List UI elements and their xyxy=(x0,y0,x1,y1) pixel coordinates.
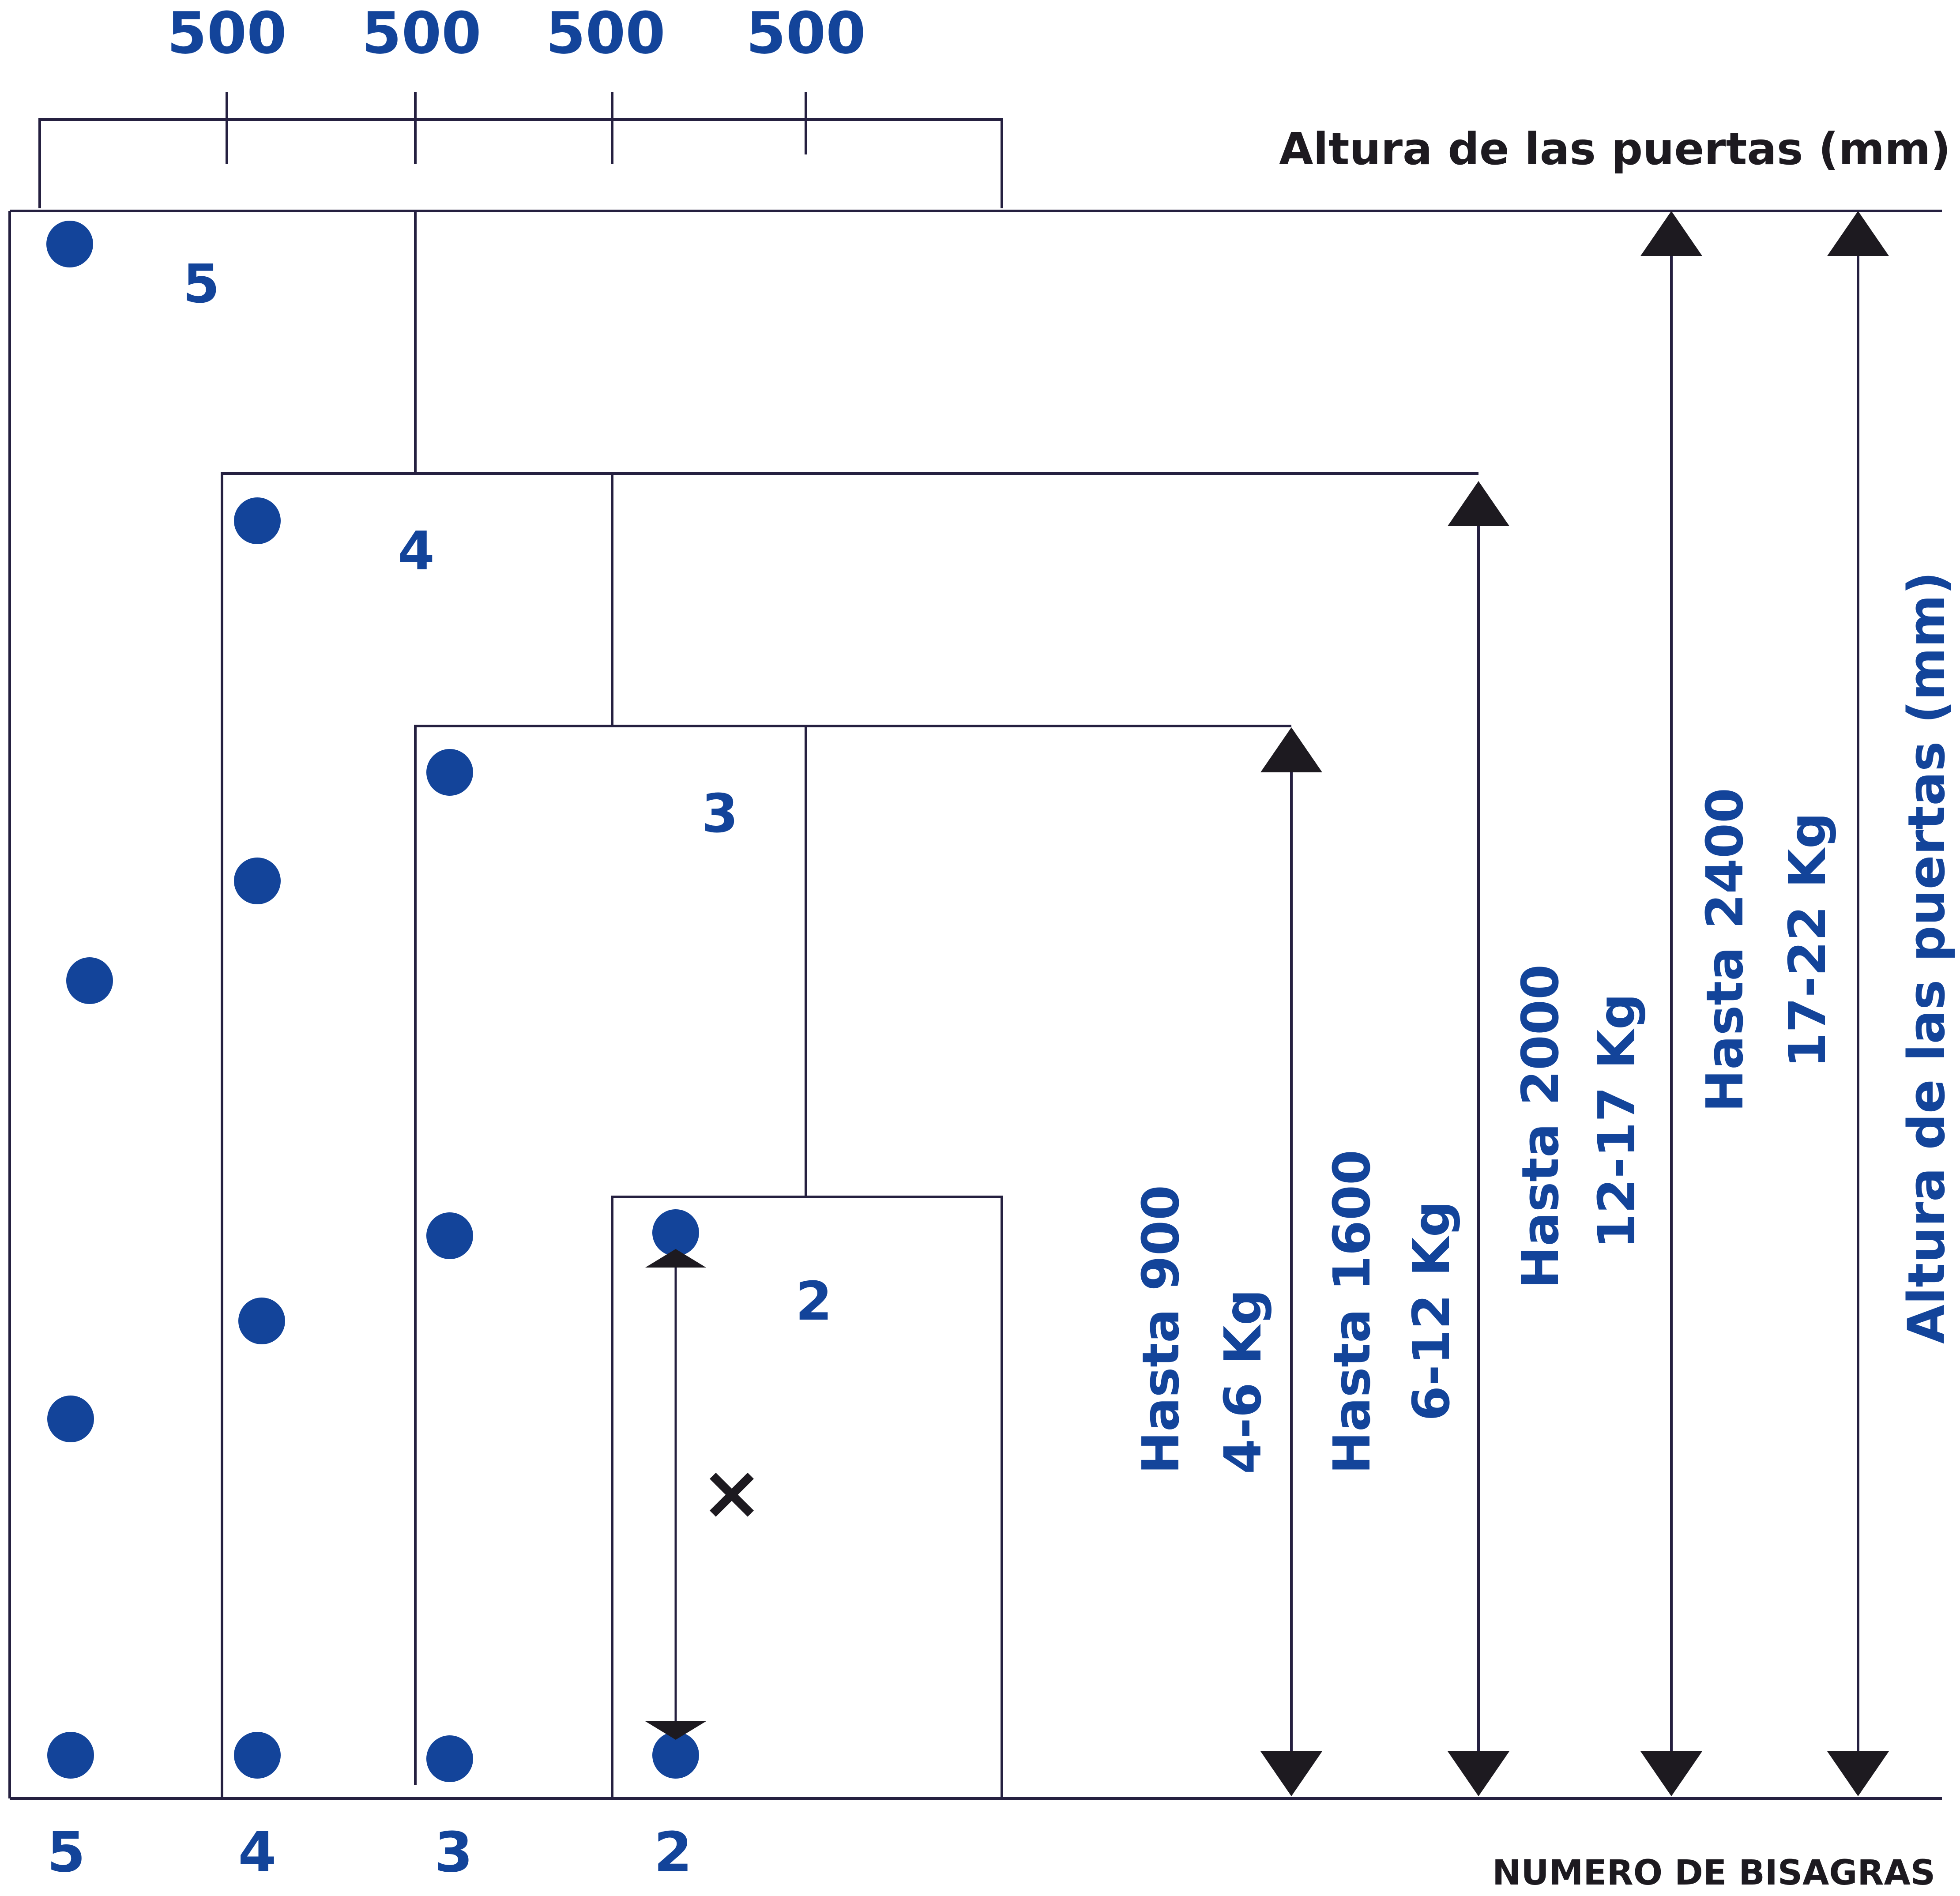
range-3-weight-group: 12-17 Kg xyxy=(1588,993,1647,1249)
hinge-dot xyxy=(234,858,281,904)
range-1-height-group: Hasta 900 xyxy=(1132,1185,1191,1474)
hinge-count-4: 4 xyxy=(238,1821,277,1885)
door-outlines xyxy=(10,211,1478,1798)
spacing-arrow xyxy=(645,1249,706,1740)
range-4-height: Hasta 2400 xyxy=(1696,788,1755,1112)
bottom-axis-title: NUMERO DE BISAGRAS xyxy=(1492,1853,1935,1893)
spacing-symbol: × xyxy=(700,1449,763,1536)
hinge-dot xyxy=(66,957,113,1004)
right-axis-title-group: Altura de las puertas (mm) xyxy=(1897,572,1956,1344)
range-3-height: Hasta 2000 xyxy=(1511,964,1570,1289)
door-label-2: 2 xyxy=(795,1271,832,1332)
range-2-height-group: Hasta 1600 xyxy=(1323,1150,1382,1474)
range-3-height-group: Hasta 2000 xyxy=(1511,964,1570,1289)
hinge-count-3: 3 xyxy=(435,1821,473,1885)
top-width-label-4: 500 xyxy=(746,0,865,67)
door-label-5: 5 xyxy=(183,254,220,315)
door-label-4: 4 xyxy=(398,521,435,582)
door-4-outline xyxy=(222,474,1478,1798)
top-width-label-1: 500 xyxy=(167,0,286,67)
range-4-weight: 17-22 Kg xyxy=(1778,813,1837,1068)
hinge-dot xyxy=(234,497,281,544)
top-axis-title: Altura de las puertas (mm) xyxy=(1279,123,1951,175)
range-2-weight-group: 6-12 Kg xyxy=(1402,1201,1461,1421)
door-label-3: 3 xyxy=(701,783,738,845)
hinge-dot xyxy=(234,1732,281,1779)
top-dimension-bracket xyxy=(40,92,1002,208)
hinge-dot xyxy=(238,1298,285,1344)
hinge-dot xyxy=(426,749,473,796)
range-2-weight: 6-12 Kg xyxy=(1402,1201,1461,1421)
hinge-dot xyxy=(426,1735,473,1782)
right-axis-title: Altura de las puertas (mm) xyxy=(1897,572,1956,1344)
hinge-dots xyxy=(46,221,699,1782)
top-width-label-3: 500 xyxy=(545,0,665,67)
range-4-weight-group: 17-22 Kg xyxy=(1778,813,1837,1068)
range-1-weight-group: 4-6 Kg xyxy=(1214,1289,1273,1474)
hinge-dot xyxy=(46,221,93,267)
hinge-count-2: 2 xyxy=(654,1821,692,1885)
range-4-height-group: Hasta 2400 xyxy=(1696,788,1755,1112)
range-1-height: Hasta 900 xyxy=(1132,1185,1191,1474)
hinge-dot xyxy=(47,1396,94,1442)
range-2-height: Hasta 1600 xyxy=(1323,1150,1382,1474)
top-width-label-2: 500 xyxy=(361,0,481,67)
hinge-count-5: 5 xyxy=(47,1821,86,1885)
hinge-dot xyxy=(426,1212,473,1259)
range-1-weight: 4-6 Kg xyxy=(1214,1289,1273,1474)
hinge-dot xyxy=(47,1732,94,1779)
range-3-weight: 12-17 Kg xyxy=(1588,993,1647,1249)
